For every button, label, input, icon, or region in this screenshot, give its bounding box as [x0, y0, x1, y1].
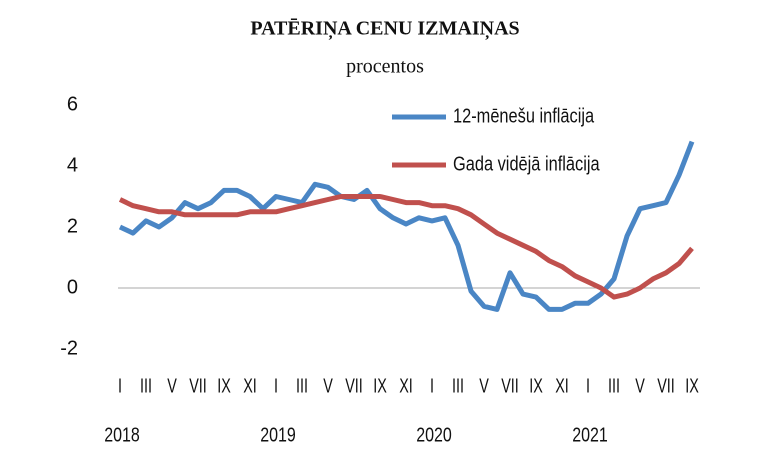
y-tick-label: 2	[67, 215, 78, 237]
x-tick-label: I	[586, 374, 590, 397]
x-tick-label: III	[296, 374, 308, 397]
x-tick-label: V	[323, 374, 333, 397]
x-tick-label: IX	[685, 374, 699, 397]
x-tick-label: IX	[529, 374, 543, 397]
y-tick-label: 0	[67, 276, 78, 298]
chart-subtitle: procentos	[346, 56, 424, 78]
x-tick-label: I	[274, 374, 278, 397]
x-tick-label: VII	[501, 374, 519, 397]
x-tick-label: XI	[555, 374, 569, 397]
x-tick-label: XI	[399, 374, 413, 397]
x-tick-label: IX	[217, 374, 231, 397]
y-tick-label: -2	[60, 337, 78, 359]
series-line	[118, 194, 694, 300]
x-tick-label: I	[430, 374, 434, 397]
x-tick-label: VII	[345, 374, 363, 397]
x-tick-label: III	[140, 374, 152, 397]
x-tick-label: I	[118, 374, 122, 397]
x-tick-label: VII	[657, 374, 675, 397]
legend-label: 12-mēnešu inflācija	[453, 104, 595, 127]
x-tick-label: III	[452, 374, 464, 397]
series-line	[118, 140, 695, 312]
x-tick-label: XI	[243, 374, 257, 397]
year-label: 2021	[572, 424, 608, 446]
x-tick-label: III	[608, 374, 620, 397]
x-tick-label: V	[167, 374, 177, 397]
chart-title: PATĒRIŅA CENU IZMAIŅAS	[250, 18, 519, 41]
x-tick-label: IX	[373, 374, 387, 397]
y-tick-label: 6	[67, 93, 78, 115]
x-tick-label: V	[635, 374, 645, 397]
legend-label: Gada vidējā inflācija	[453, 152, 600, 175]
x-tick-label: VII	[189, 374, 207, 397]
year-label: 2020	[416, 424, 452, 446]
x-tick-label: V	[479, 374, 489, 397]
year-label: 2019	[260, 424, 296, 446]
year-label: 2018	[104, 424, 140, 446]
y-tick-label: 4	[67, 154, 78, 176]
